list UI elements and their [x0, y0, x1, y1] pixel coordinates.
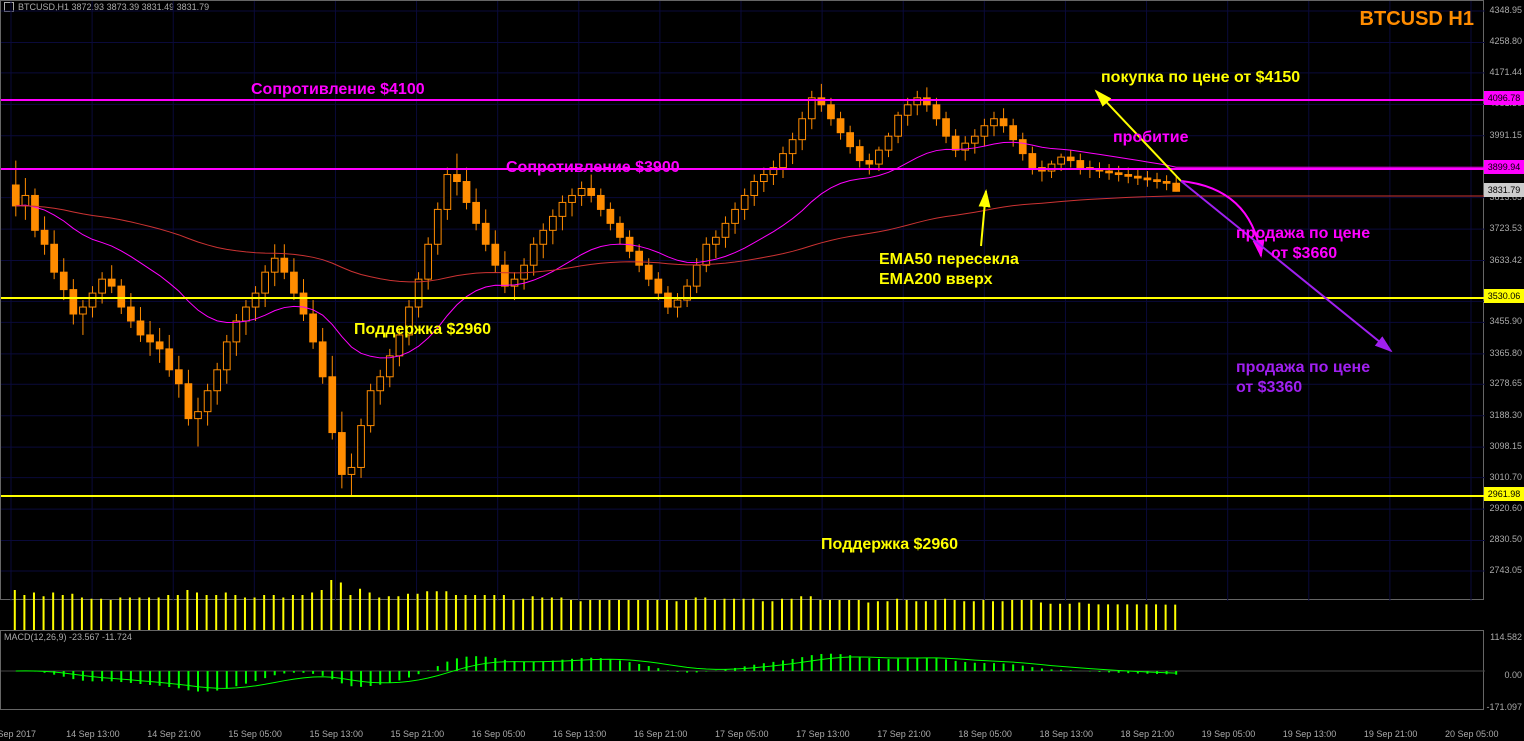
macd-panel[interactable] — [0, 630, 1484, 710]
macd-chart — [1, 631, 1485, 711]
price-tag: 3530.06 — [1484, 289, 1524, 303]
annotation-label: Сопротивление $4100 — [251, 81, 425, 99]
annotation-label: покупка по цене от $4150 — [1101, 69, 1300, 87]
y-axis: 4348.954258.804171.444081.303991.153813.… — [1484, 0, 1524, 741]
main-chart[interactable]: Сопротивление $4100 Сопротивление $3900 По… — [0, 0, 1484, 600]
annotation-label: EMA50 пересекла — [879, 251, 1019, 269]
annotation-label: от $3360 — [1236, 379, 1302, 397]
annotation-label: от $3660 — [1271, 245, 1337, 263]
volume-panel — [0, 560, 1484, 630]
price-tag: 2961.98 — [1484, 487, 1524, 501]
annotation-label: EMA200 вверх — [879, 271, 993, 289]
annotation-label: Сопротивление $3900 — [506, 159, 680, 177]
volume-bars — [0, 560, 1484, 630]
annotation-label: пробитие — [1113, 129, 1189, 147]
chart-title: BTCUSD H1 — [1360, 8, 1474, 31]
price-tag: 4096.78 — [1484, 91, 1524, 105]
annotation-label: продажа по цене — [1236, 225, 1370, 243]
price-tag: 3831.79 — [1484, 183, 1524, 197]
annotation-label: продажа по цене — [1236, 359, 1370, 377]
chart-container: BTCUSD,H1 3872.93 3873.39 3831.49 3831.7… — [0, 0, 1524, 741]
x-axis: 14 Sep 201714 Sep 13:0014 Sep 21:0015 Se… — [0, 721, 1484, 741]
arrows — [1, 1, 1485, 601]
annotation-label: Поддержка $2960 — [821, 536, 958, 554]
price-tag: 3899.94 — [1484, 160, 1524, 174]
annotation-label: Поддержка $2960 — [354, 321, 491, 339]
